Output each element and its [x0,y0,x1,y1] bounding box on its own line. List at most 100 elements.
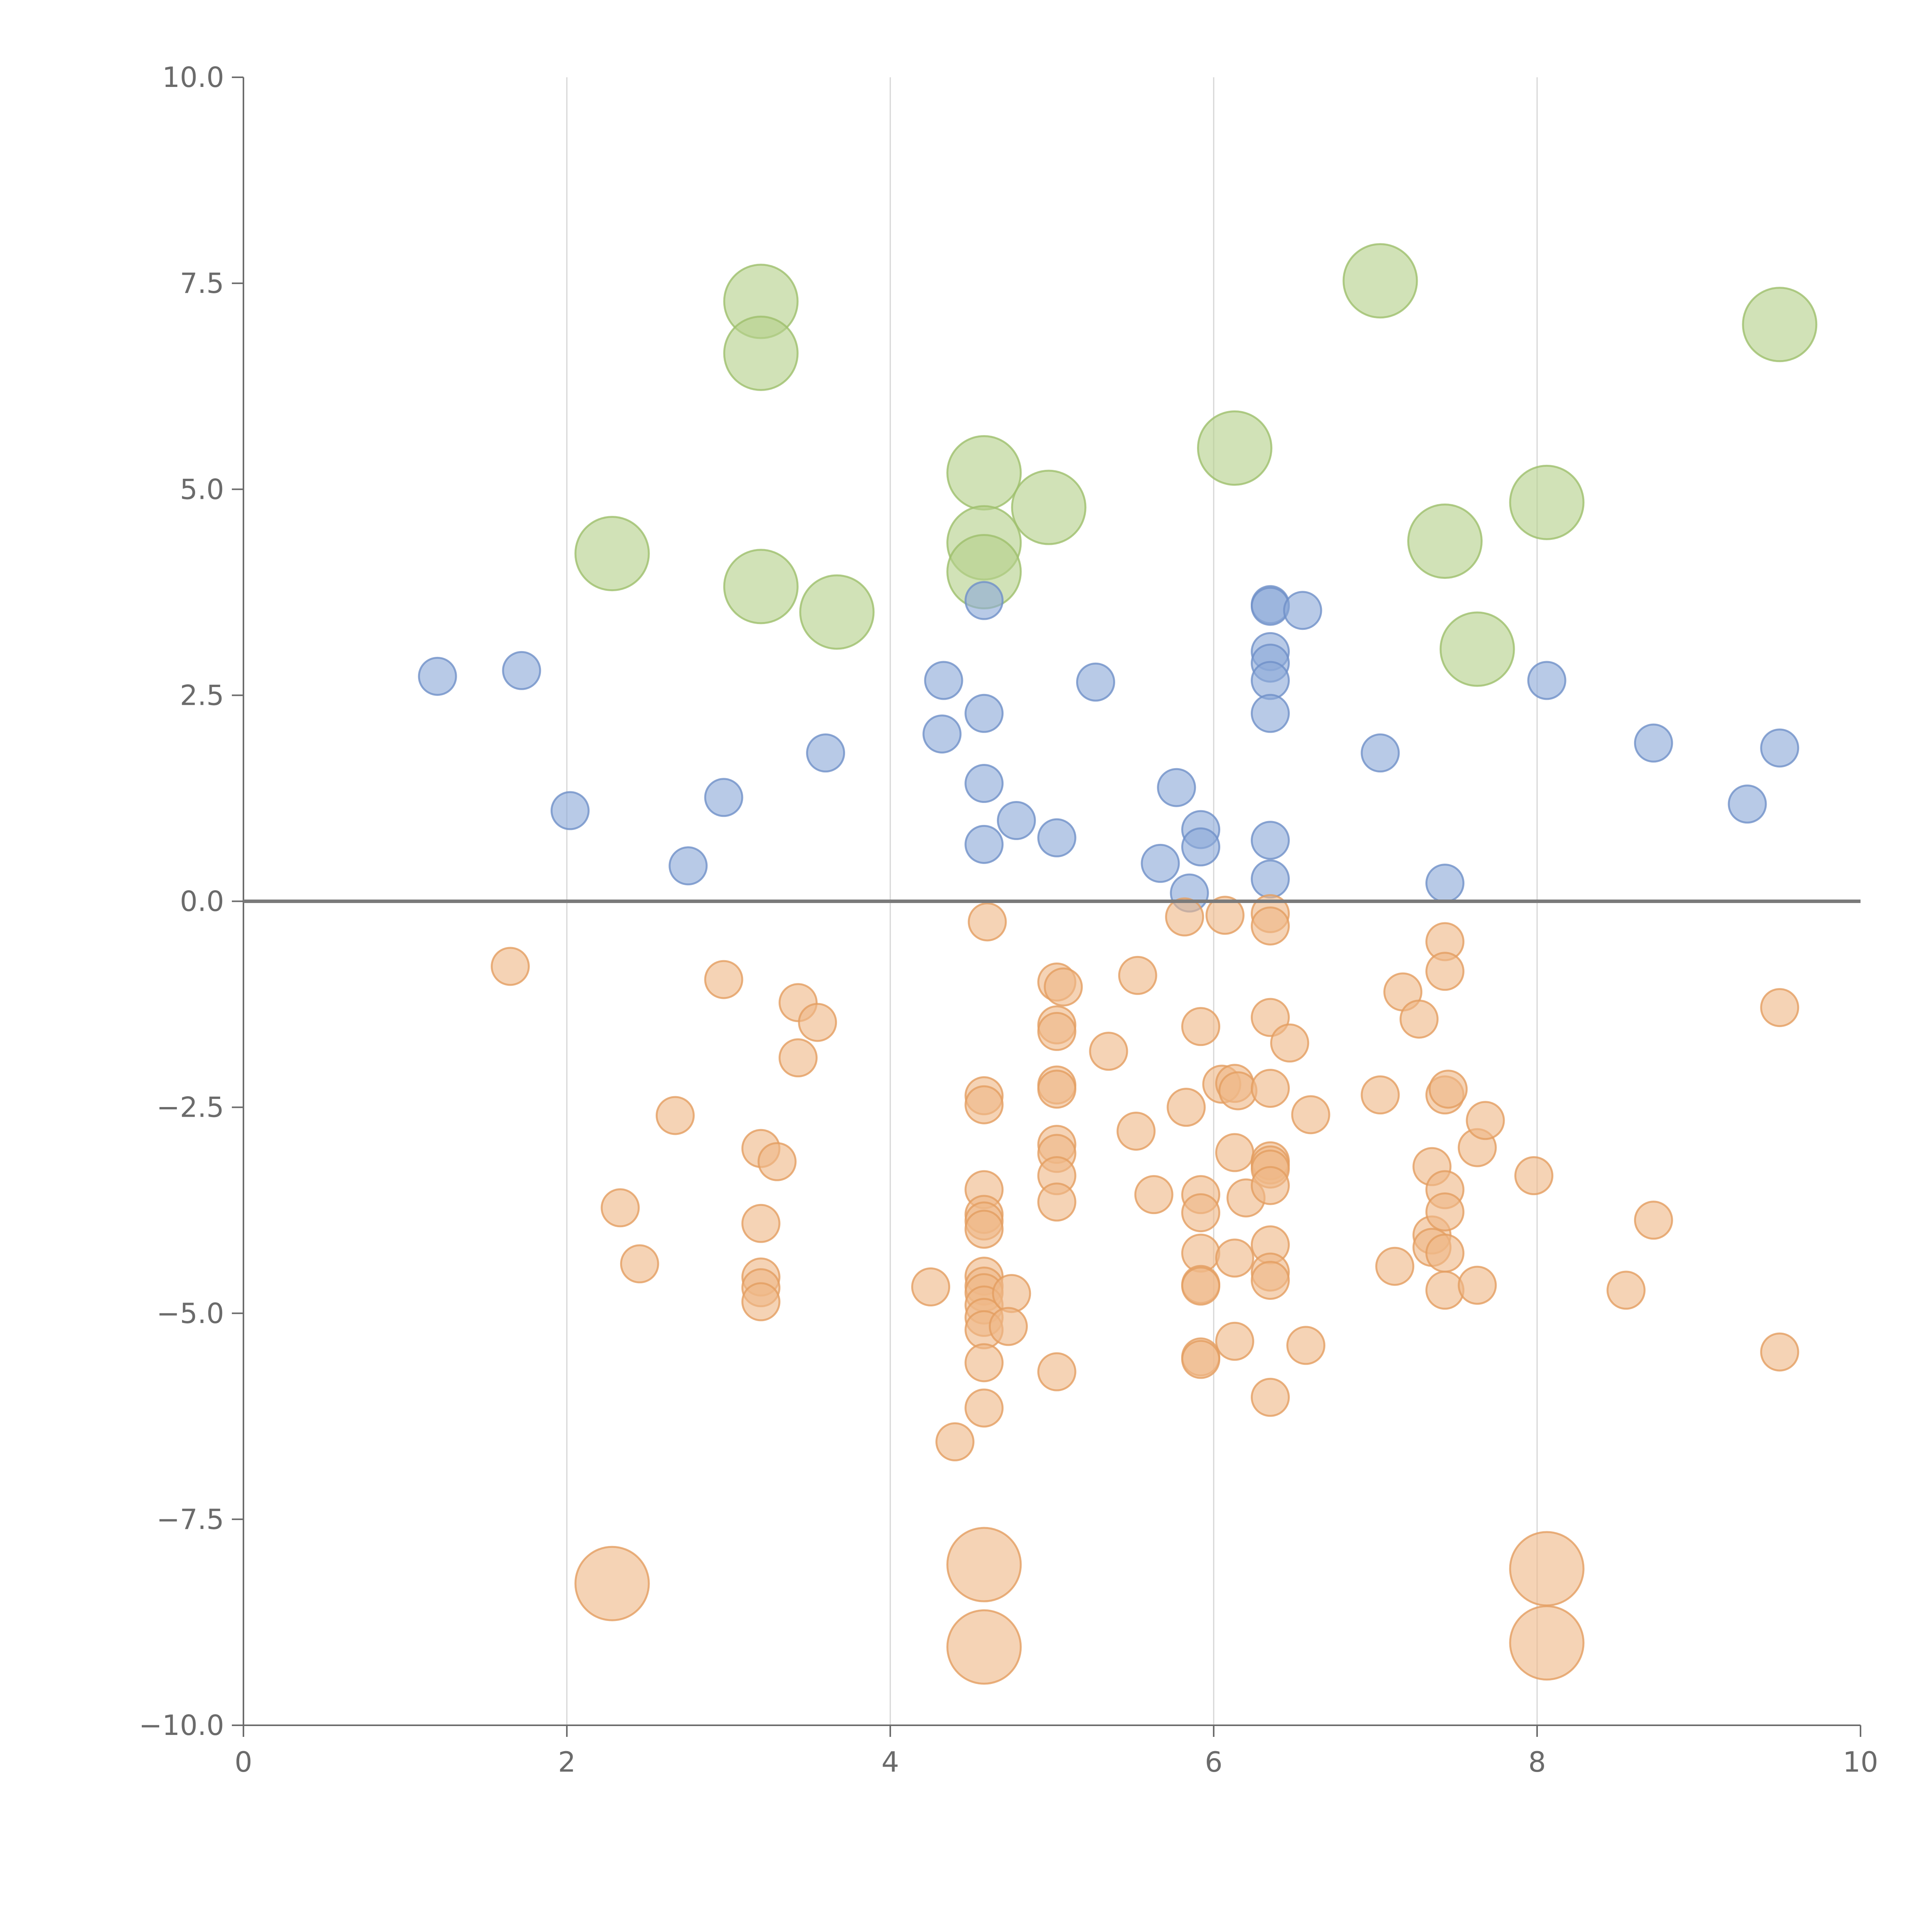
blue-bubble [1141,844,1180,883]
orange-bubble [1509,1605,1585,1681]
blue-bubble [1250,661,1290,700]
orange-bubble [964,1209,1004,1249]
orange-bubble [1250,1260,1290,1300]
blue-bubble [1250,859,1290,899]
orange-bubble [1291,1095,1330,1134]
orange-bubble [1089,1032,1128,1071]
blue-bubble [704,778,743,817]
y-tick-label: 7.5 [180,267,224,299]
y-tick-label: 2.5 [180,679,224,711]
x-tick-label: 0 [235,1746,252,1778]
blue-bubble [550,791,590,830]
orange-bubble [1181,1340,1221,1379]
orange-bubble [491,947,530,986]
orange-bubble [1399,999,1439,1039]
orange-bubble [574,1546,650,1621]
orange-bubble [620,1244,659,1284]
blue-bubble [1760,728,1799,768]
blue-bubble [964,581,1004,620]
orange-bubble [1215,1133,1254,1172]
orange-bubble [1514,1156,1554,1196]
orange-bubble [1250,1166,1290,1205]
orange-bubble [1634,1201,1673,1240]
green-bubble [1407,503,1483,579]
green-bubble [799,574,875,650]
x-tick-label: 10 [1843,1746,1878,1778]
orange-bubble [1760,1332,1799,1372]
blue-bubble [1250,587,1290,626]
orange-bubble [1181,1007,1221,1046]
orange-bubble [798,1003,837,1042]
green-bubble [1197,410,1272,486]
blue-bubble [964,694,1004,733]
orange-bubble [968,902,1007,942]
x-tick-label: 4 [881,1746,899,1778]
blue-bubble [1250,694,1290,733]
orange-bubble [1606,1270,1646,1310]
blue-bubble [1283,591,1322,630]
orange-bubble [1250,1069,1290,1108]
green-bubble [723,315,799,391]
blue-bubble [1157,768,1196,807]
orange-bubble [778,1038,818,1078]
green-bubble [1742,287,1818,362]
orange-bubble [1165,897,1204,937]
y-tick-label: 10.0 [162,61,224,94]
orange-bubble [1425,952,1464,991]
orange-bubble [935,1422,975,1461]
x-tick-label: 6 [1205,1746,1223,1778]
orange-bubble [1044,967,1083,1007]
orange-bubble [1037,1352,1077,1391]
orange-bubble [1218,1071,1258,1111]
axes [232,77,1861,1737]
series-green [574,243,1818,687]
orange-bubble [1215,1321,1254,1361]
blue-bubble [418,656,457,696]
blue-bubble [1527,661,1566,700]
blue-bubble [964,825,1004,864]
orange-bubble [1425,1270,1464,1310]
orange-bubble [1250,906,1290,946]
orange-bubble [1181,1266,1221,1306]
orange-bubble [1361,1075,1400,1115]
y-tick-label: −10.0 [139,1709,224,1742]
orange-bubble [1425,1233,1464,1273]
blue-bubble [1728,784,1767,824]
y-tick-label: −7.5 [156,1503,224,1536]
orange-bubble [1286,1326,1326,1365]
blue-bubble [1181,827,1221,867]
blue-bubble [502,651,541,690]
orange-bubble [1118,956,1157,995]
y-tick-label: −2.5 [156,1091,224,1124]
orange-bubble [1270,1023,1310,1063]
orange-bubble [1509,1531,1585,1607]
orange-bubble [1250,1378,1290,1417]
orange-bubble [1181,1193,1221,1233]
green-bubble [1439,611,1515,687]
orange-bubble [946,1609,1022,1685]
blue-bubble [1361,733,1400,773]
orange-bubble [655,1096,695,1135]
blue-bubble [1425,864,1464,903]
orange-bubble [1466,1101,1505,1140]
orange-bubble [1205,896,1245,935]
orange-bubble [1425,1192,1464,1231]
orange-bubble [964,1388,1004,1428]
blue-bubble [806,733,845,773]
orange-bubble [1375,1247,1415,1286]
orange-bubble [911,1267,951,1307]
x-tick-label: 8 [1528,1746,1546,1778]
x-tick-label: 2 [558,1746,576,1778]
blue-bubble [997,801,1036,840]
orange-bubble [992,1274,1031,1313]
orange-bubble [741,1282,781,1321]
blue-bubble [964,764,1004,803]
orange-bubble [704,960,743,999]
orange-bubble [1429,1070,1468,1109]
y-tick-label: 5.0 [180,473,224,505]
orange-bubble [600,1188,640,1228]
green-bubble [723,549,799,624]
y-tick-label: −5.0 [156,1297,224,1330]
